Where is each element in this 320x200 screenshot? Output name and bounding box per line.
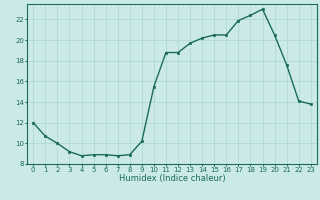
X-axis label: Humidex (Indice chaleur): Humidex (Indice chaleur): [119, 174, 225, 183]
